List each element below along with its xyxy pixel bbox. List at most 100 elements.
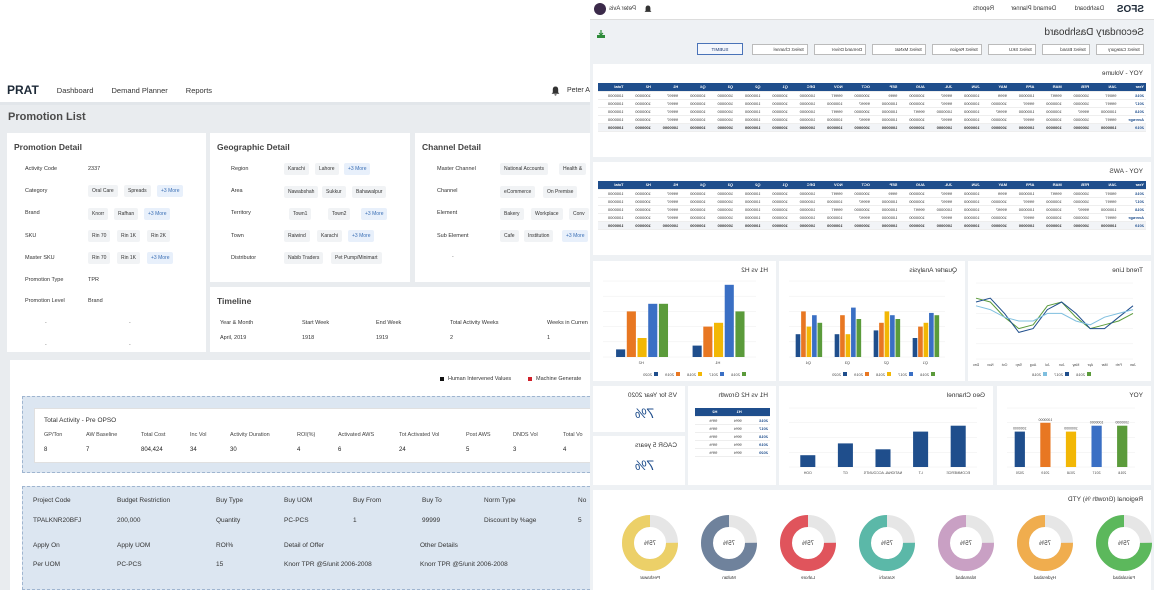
table-cell: 1000000 bbox=[625, 197, 653, 205]
column-header: SEP bbox=[872, 181, 900, 189]
area-chip[interactable]: Sukkur bbox=[322, 186, 346, 198]
download-icon[interactable] bbox=[596, 29, 606, 39]
demand-driver-select[interactable]: Demand Driver bbox=[814, 44, 866, 55]
table-cell: 1000000 bbox=[680, 91, 708, 99]
sku-chip[interactable]: Rin 1K bbox=[117, 230, 141, 242]
table-cell: 1000000 bbox=[735, 221, 763, 229]
table-cell: 1000000 bbox=[652, 221, 681, 229]
distributor-chip[interactable]: Pet Pump/Minimart bbox=[331, 252, 382, 264]
channel-select[interactable]: Select Channel bbox=[752, 44, 808, 55]
brand-logo[interactable]: PRAT bbox=[7, 83, 39, 97]
sku-select[interactable]: Select SKU bbox=[988, 44, 1036, 55]
brand-select[interactable]: Select Brand bbox=[1042, 44, 1090, 55]
master-sku-chip[interactable]: Rin 70 bbox=[88, 252, 111, 264]
nav-dashboard[interactable]: Dashboard bbox=[1074, 6, 1104, 12]
sku-chip[interactable]: Rin 2K bbox=[147, 230, 171, 242]
table-cell: 1000000 bbox=[899, 221, 927, 229]
town-more-chip[interactable]: +3 More bbox=[348, 230, 375, 242]
master-channel-chip[interactable]: National Accounts bbox=[500, 163, 549, 175]
nav-demand-planner[interactable]: Demand Planner bbox=[111, 85, 168, 95]
user-name[interactable]: Peter Avis bbox=[609, 6, 636, 12]
distributor-chip[interactable]: Nabib Traders bbox=[284, 252, 324, 264]
table-cell: 1000000 bbox=[1091, 221, 1119, 229]
sub-element-more-chip[interactable]: +3 More bbox=[562, 230, 589, 242]
project-header: No bbox=[578, 497, 587, 504]
bell-icon[interactable] bbox=[644, 5, 652, 14]
region-select[interactable]: Select Region bbox=[932, 44, 982, 55]
brand-chip[interactable]: Rafhan bbox=[114, 208, 139, 220]
table-cell: 1000000 bbox=[1008, 221, 1037, 229]
table-cell: 1000000 bbox=[1063, 99, 1092, 107]
territory-more-chip[interactable]: +3 More bbox=[361, 208, 388, 220]
element-chip[interactable]: Bakery bbox=[500, 208, 524, 220]
element-chip[interactable]: Conv bbox=[569, 208, 589, 220]
card-title: Regional (Growth %) YTD bbox=[1067, 496, 1143, 503]
table-cell: 1000000 bbox=[817, 197, 845, 205]
table-cell: 1000000 bbox=[789, 123, 818, 131]
year-cell: 2016 bbox=[1118, 91, 1146, 99]
bell-icon[interactable] bbox=[551, 86, 560, 96]
table-cell: 1000000 bbox=[954, 197, 982, 205]
year-cell: 2017 bbox=[1118, 197, 1146, 205]
column-header: Q1 bbox=[762, 181, 790, 189]
table-cell: 1000000 bbox=[625, 221, 653, 229]
nav-reports[interactable]: Reports bbox=[972, 6, 994, 12]
sku-chip[interactable]: Rin 70 bbox=[88, 230, 111, 242]
territory-chip[interactable]: Town2 bbox=[328, 208, 351, 220]
user-name[interactable]: Peter A bbox=[567, 87, 590, 94]
channel-chip[interactable]: eCommerce bbox=[500, 186, 536, 198]
series-line bbox=[975, 297, 1134, 333]
category-chip[interactable]: Oral Care bbox=[88, 185, 118, 197]
area-chip[interactable]: Nawabshah bbox=[284, 186, 319, 198]
sub-element-chip[interactable]: Institution bbox=[524, 230, 554, 242]
bar bbox=[890, 315, 895, 357]
area-chip[interactable]: Bahawalpur bbox=[352, 186, 387, 198]
brand-chip[interactable]: Knorr bbox=[88, 208, 109, 220]
element-chip[interactable]: Workplace bbox=[531, 208, 563, 220]
legend-swatch bbox=[676, 372, 680, 376]
town-chip[interactable]: Karachi bbox=[317, 230, 342, 242]
master-sku-more-chip[interactable]: +3 More bbox=[147, 252, 174, 264]
submit-button[interactable]: SUBMIT bbox=[697, 43, 743, 55]
table-cell: 1000000 bbox=[598, 189, 626, 197]
category-select[interactable]: Select Category bbox=[1096, 44, 1144, 55]
town-chip[interactable]: Raiwind bbox=[284, 230, 310, 242]
region-chip[interactable]: Karachi bbox=[284, 163, 309, 175]
year-cell: 2017 bbox=[743, 424, 770, 432]
table-cell: 1000000 bbox=[844, 189, 873, 197]
element-label: Element bbox=[437, 210, 458, 216]
table-cell: 1000000 bbox=[680, 99, 708, 107]
master-channel-chip[interactable]: Health & bbox=[559, 163, 587, 175]
project-value: 99999 bbox=[422, 517, 441, 524]
sub-element-chip[interactable]: Cafe bbox=[500, 230, 519, 242]
bar bbox=[735, 311, 745, 357]
mxnat-select[interactable]: Select MxNat bbox=[872, 44, 926, 55]
table-row: 2020 99% 99% bbox=[695, 448, 770, 456]
brand-logo[interactable]: SFOS bbox=[1116, 4, 1144, 15]
channel-chip[interactable]: On Premise bbox=[543, 186, 578, 198]
category-chip[interactable]: Spreads bbox=[124, 185, 151, 197]
region-more-chip[interactable]: +3 More bbox=[344, 163, 371, 175]
master-sku-chip[interactable]: Rin 1K bbox=[117, 252, 141, 264]
nav-reports[interactable]: Reports bbox=[185, 85, 213, 95]
region-chip[interactable]: Lahore bbox=[315, 163, 339, 175]
territory-chip[interactable]: Town1 bbox=[289, 208, 312, 220]
nav-dashboard[interactable]: Dashboard bbox=[56, 85, 94, 95]
table-cell: 1000000 bbox=[844, 221, 873, 229]
yoy-chart: 1000000 2016 1000000 2017 1000000 2018 1000000… bbox=[1007, 407, 1135, 475]
table-cell: 1000000 bbox=[707, 197, 736, 205]
table-cell: 1000000 bbox=[1036, 221, 1064, 229]
bar bbox=[1091, 425, 1102, 467]
timeline-value: 1 bbox=[547, 335, 551, 341]
bar bbox=[692, 345, 702, 357]
town-label: Town bbox=[231, 233, 244, 239]
nav-demand-planner[interactable]: Demand Planner bbox=[1010, 6, 1056, 12]
secondary-dashboard-app: SFOS Dashboard Demand Planner Reports Pe… bbox=[590, 0, 1154, 590]
avatar[interactable] bbox=[594, 3, 606, 15]
table-cell: 1000000 bbox=[680, 221, 708, 229]
category-more-chip[interactable]: +3 More bbox=[157, 185, 184, 197]
tick-label: Q4 bbox=[805, 360, 811, 365]
brand-more-chip[interactable]: +3 More bbox=[144, 208, 171, 220]
table-cell: 1000000 bbox=[1036, 107, 1064, 115]
metric-value: 4 bbox=[563, 447, 567, 453]
